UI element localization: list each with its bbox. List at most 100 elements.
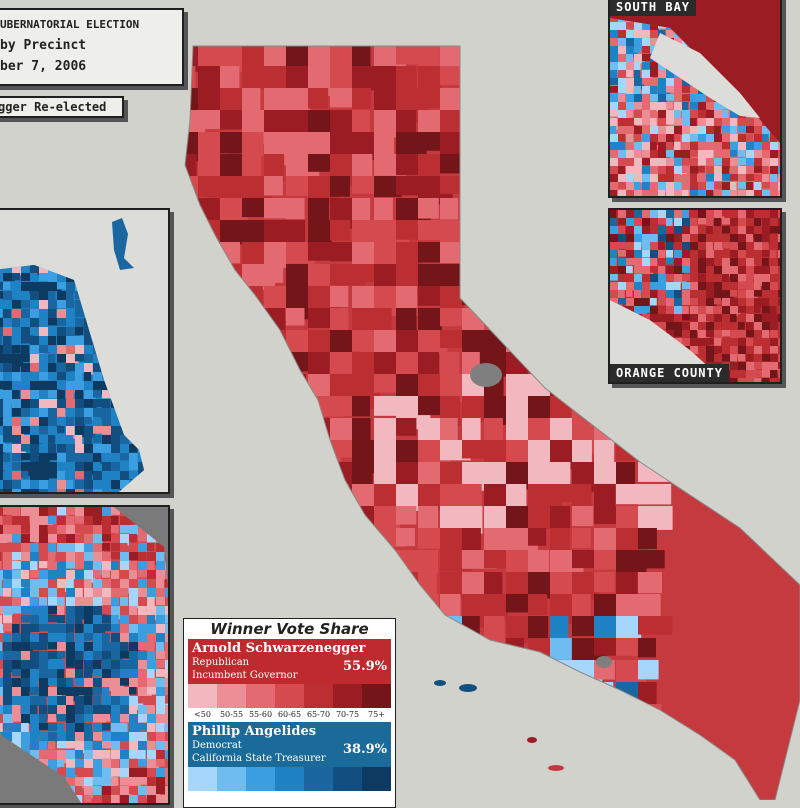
precinct-cell: [111, 381, 123, 392]
precinct-cell: [120, 291, 133, 305]
precinct-cell: [156, 786, 168, 794]
precinct-cell: [706, 298, 717, 307]
precinct-cell: [21, 345, 30, 356]
precinct-cell: [93, 210, 102, 218]
precinct-cell: [754, 274, 763, 286]
precinct-cell: [506, 0, 534, 25]
precinct-cell: [682, 158, 690, 166]
precinct-cell: [674, 134, 681, 141]
precinct-cell: [12, 579, 24, 589]
precinct-cell: [12, 714, 26, 722]
precinct-cell: [75, 471, 86, 479]
precinct-cell: [506, 242, 540, 275]
precinct-cell: [57, 228, 65, 238]
precinct-cell: [198, 0, 225, 23]
precinct-cell: [638, 726, 669, 754]
precinct-cell: [610, 22, 619, 35]
precinct-cell: [102, 777, 117, 788]
precinct-cell: [93, 552, 103, 565]
precinct-cell: [111, 309, 122, 322]
precinct-cell: [48, 714, 57, 722]
precinct-cell: [111, 660, 123, 670]
precinct-cell: [528, 176, 559, 197]
precinct-cell: [3, 687, 13, 701]
precinct-cell: [528, 132, 554, 164]
precinct-cell: [21, 255, 35, 263]
precinct-cell: [610, 274, 618, 281]
precinct-cell: [506, 286, 531, 309]
precinct-cell: [572, 110, 603, 144]
precinct-cell: [21, 687, 30, 699]
precinct-cell: [129, 210, 137, 224]
precinct-cell: [746, 150, 756, 162]
precinct-cell: [770, 322, 780, 335]
precinct-cell: [147, 336, 158, 346]
precinct-cell: [610, 242, 620, 254]
precinct-cell: [642, 258, 652, 268]
precinct-cell: [638, 638, 656, 658]
precinct-cell: [156, 660, 168, 669]
precinct-cell: [682, 330, 690, 338]
precinct-cell: [698, 322, 707, 335]
precinct-cell: [129, 228, 140, 239]
precinct-cell: [21, 651, 31, 666]
precinct-cell: [147, 255, 155, 267]
precinct-cell: [396, 704, 426, 725]
precinct-cell: [93, 525, 102, 536]
precinct-cell: [0, 300, 2, 310]
precinct-cell: [690, 330, 697, 339]
precinct-cell: [138, 219, 148, 229]
precinct-cell: [156, 300, 165, 308]
precinct-cell: [616, 572, 638, 597]
precinct-cell: [129, 561, 138, 576]
precinct-cell: [418, 704, 452, 737]
precinct-cell: [770, 306, 777, 317]
precinct-cell: [462, 154, 497, 180]
precinct-cell: [746, 234, 753, 246]
precinct-cell: [762, 166, 769, 176]
precinct-cell: [156, 228, 166, 239]
precinct-cell: [770, 174, 778, 184]
precinct-cell: [650, 150, 662, 161]
precinct-cell: [120, 345, 131, 355]
precinct-cell: [156, 651, 166, 660]
precinct-cell: [147, 750, 157, 760]
precinct-cell: [738, 142, 750, 151]
precinct-cell: [618, 166, 626, 177]
precinct-cell: [698, 314, 710, 326]
precinct-cell: [3, 669, 11, 679]
precinct-cell: [21, 444, 31, 452]
precinct-cell: [111, 786, 121, 799]
precinct-cell: [48, 291, 56, 304]
precinct-cell: [165, 669, 168, 680]
precinct-cell: [626, 190, 639, 196]
precinct-cell: [618, 86, 631, 94]
precinct-cell: [690, 94, 701, 106]
precinct-cell: [722, 250, 735, 261]
precinct-cell: [84, 237, 96, 247]
precinct-cell: [610, 54, 623, 63]
precinct-cell: [165, 570, 168, 585]
precinct-cell: [48, 228, 57, 238]
precinct-cell: [650, 134, 661, 145]
precinct-cell: [111, 561, 119, 575]
precinct-cell: [102, 435, 113, 447]
precinct-cell: [88, 176, 123, 199]
precinct-cell: [418, 462, 444, 485]
precinct-cell: [147, 471, 155, 482]
precinct-cell: [147, 291, 157, 299]
precinct-cell: [120, 750, 131, 760]
precinct-cell: [147, 453, 160, 466]
precinct-cell: [3, 543, 12, 554]
precinct-cell: [642, 218, 655, 230]
precinct-cell: [618, 70, 629, 78]
legend-tick: 70-75: [335, 710, 360, 719]
precinct-cell: [156, 381, 165, 392]
precinct-cell: [714, 150, 727, 160]
precinct-cell: [352, 110, 370, 134]
precinct-cell: [12, 345, 21, 354]
precinct-cell: [626, 78, 639, 87]
precinct-cell: [21, 669, 36, 679]
precinct-cell: [754, 290, 767, 297]
precinct-cell: [84, 327, 96, 337]
